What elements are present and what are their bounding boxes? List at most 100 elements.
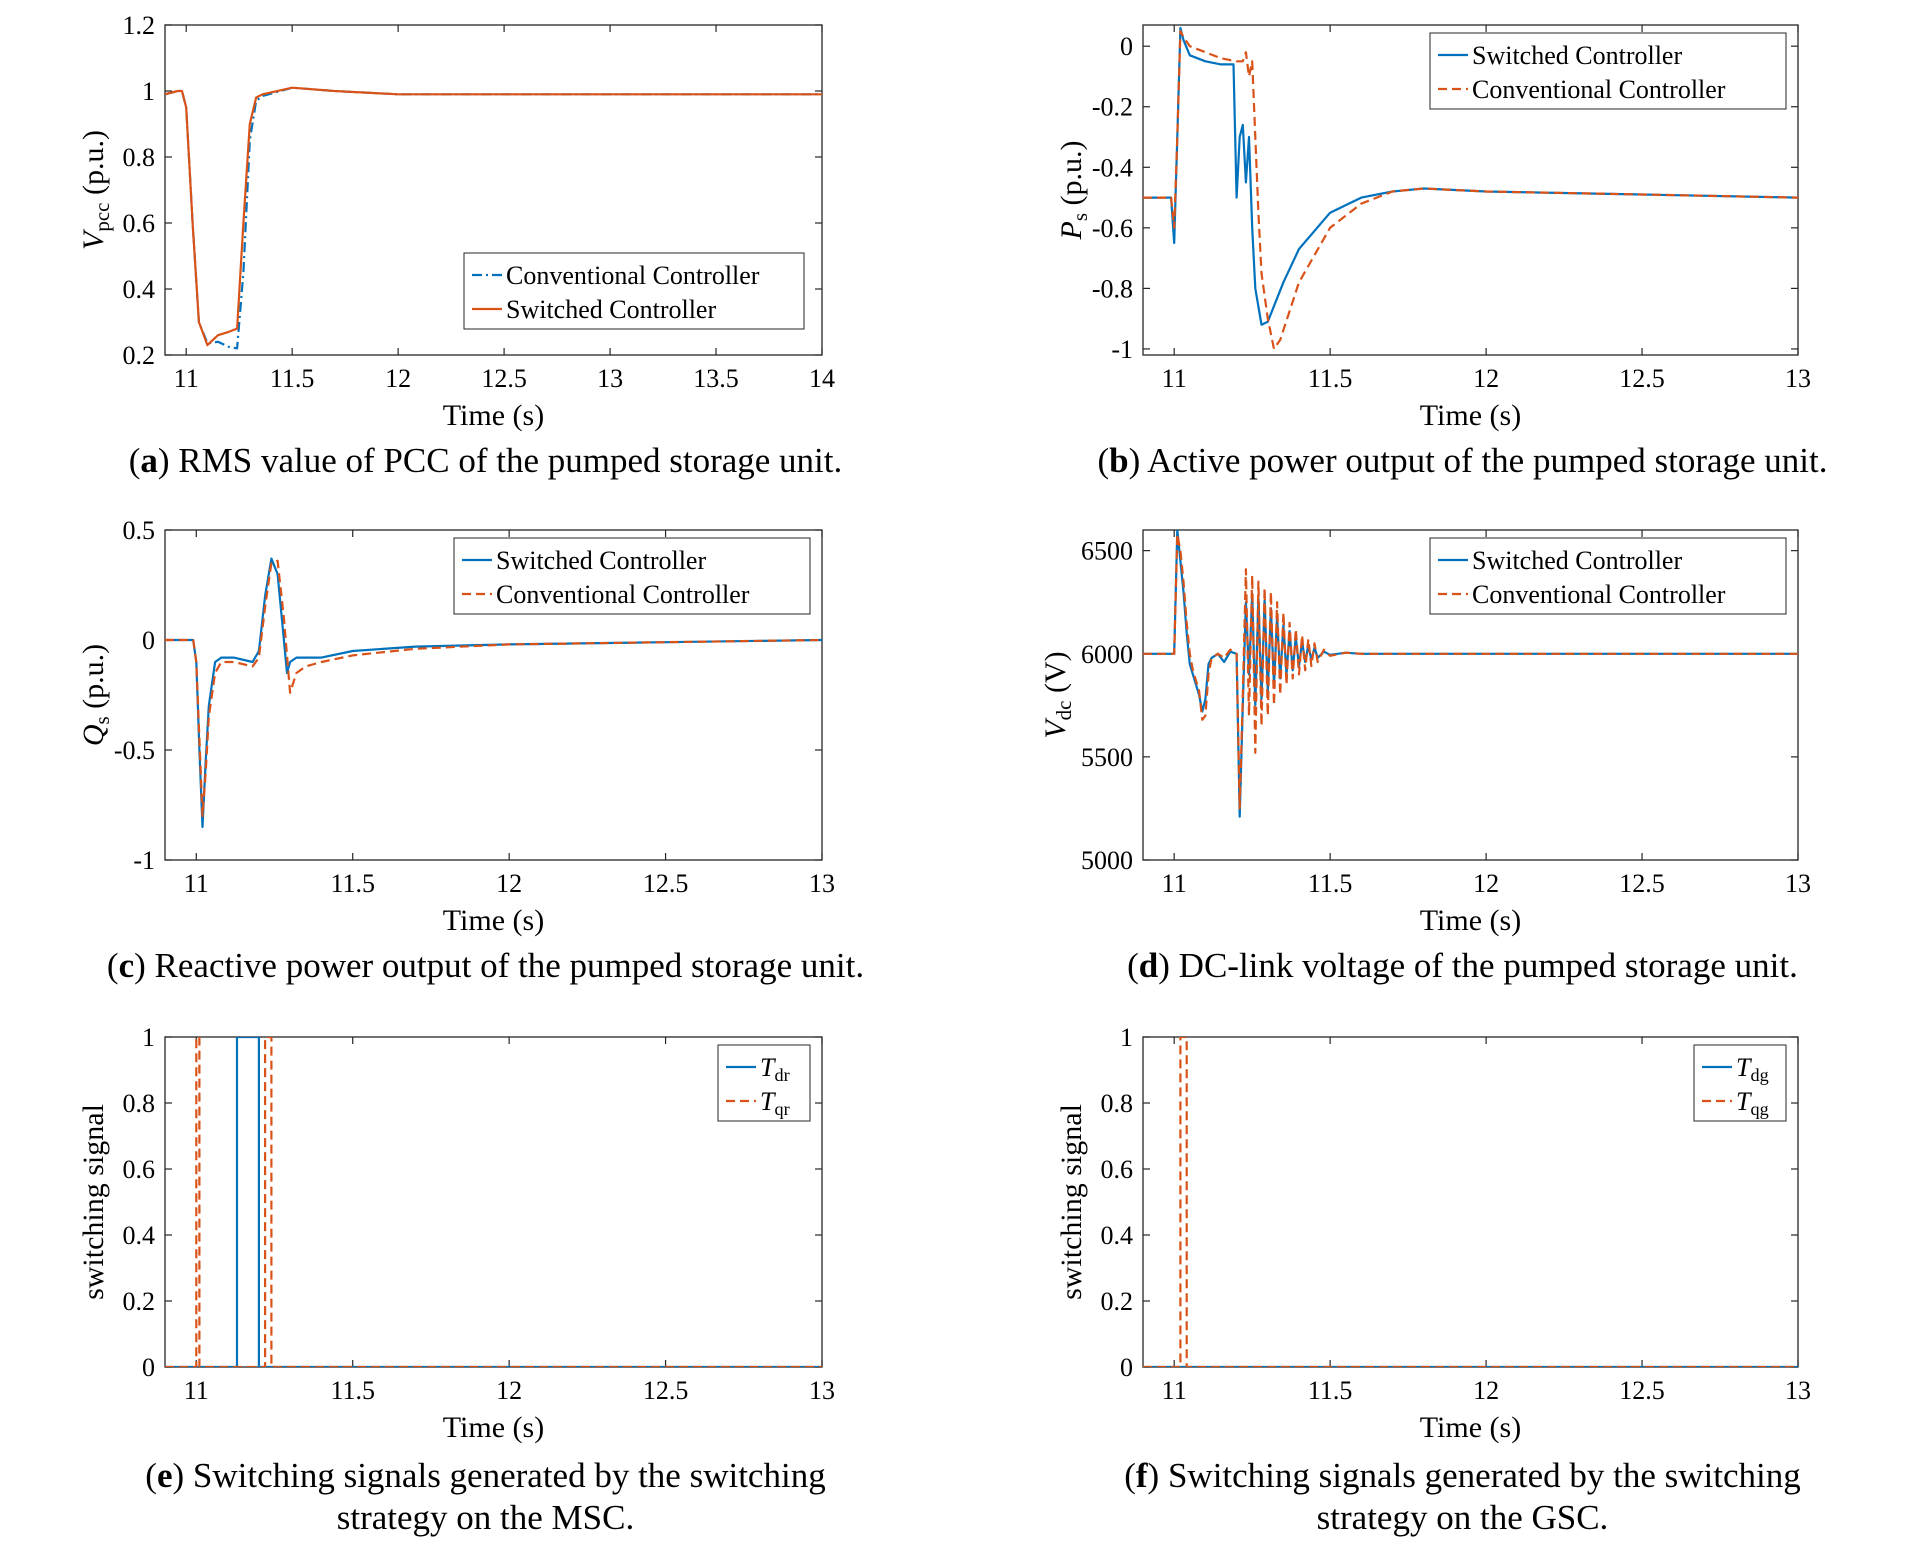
series-line-qr	[165, 1037, 822, 1367]
x-tick-label: 13.5	[693, 364, 739, 393]
y-axis-label: Vdc (V)	[1039, 651, 1076, 738]
x-tick-label: 14	[809, 364, 835, 393]
series-line-conventional-controller	[165, 559, 822, 818]
figure-caption-line2: strategy on the GSC.	[1317, 1498, 1609, 1537]
series-line-conventional-controller	[1143, 30, 1798, 350]
y-tick-label: 0.2	[123, 1287, 156, 1316]
x-axis-label: Time (s)	[1420, 904, 1521, 937]
figure-caption: (a) RMS value of PCC of the pumped stora…	[129, 441, 843, 480]
y-tick-label: 6500	[1081, 537, 1133, 566]
y-tick-label: 0.6	[123, 209, 156, 238]
x-tick-label: 12	[385, 364, 411, 393]
x-axis-label: Time (s)	[443, 399, 544, 432]
x-tick-label: 11.5	[1308, 1376, 1353, 1405]
x-tick-label: 12	[1473, 364, 1499, 393]
y-tick-label: 0.6	[1101, 1155, 1134, 1184]
x-axis-label: Time (s)	[1420, 1411, 1521, 1444]
figure-caption: (c) Reactive power output of the pumped …	[107, 946, 864, 985]
legend-entry: Conventional Controller	[1472, 75, 1726, 104]
figure-caption: (b) Active power output of the pumped st…	[1098, 441, 1828, 480]
y-axis-label: Qs (p.u.)	[77, 644, 114, 746]
y-tick-label: 0.8	[123, 1089, 156, 1118]
x-tick-label: 11	[174, 364, 199, 393]
legend-entry: Switched Controller	[506, 295, 716, 324]
x-tick-label: 11.5	[330, 869, 375, 898]
legend-entry: Conventional Controller	[1472, 580, 1726, 609]
y-tick-label: -0.8	[1092, 274, 1133, 303]
x-tick-label: 13	[1785, 1376, 1811, 1405]
y-tick-label: 1	[142, 77, 155, 106]
legend-entry: Tdg	[1736, 1053, 1769, 1085]
series-group	[1143, 26, 1798, 350]
x-tick-label: 12	[496, 869, 522, 898]
x-tick-label: 13	[809, 869, 835, 898]
y-tick-label: 5500	[1081, 743, 1133, 772]
y-tick-label: 0.2	[1101, 1287, 1134, 1316]
series-group	[165, 1037, 822, 1367]
x-tick-label: 11	[1162, 869, 1187, 898]
x-tick-label: 13	[1785, 869, 1811, 898]
x-axis-label: Time (s)	[443, 904, 544, 937]
legend: Switched Controller Conventional Controll…	[1429, 537, 1787, 615]
legend-entry: Tdr	[760, 1053, 790, 1085]
chart-panel-c: 11 11.5 12 12.5 13 -1 -0.5 0 0.5 Switched Control…	[77, 516, 864, 985]
y-tick-label: 1	[1120, 1023, 1133, 1052]
y-tick-label: -0.5	[114, 736, 155, 765]
y-axis-label: switching signal	[1055, 1104, 1088, 1300]
legend-entry: Tqr	[760, 1087, 790, 1119]
plot-area	[1142, 1036, 1799, 1368]
y-axis-label: Vpcc (p.u.)	[77, 130, 114, 250]
figure-caption: (e) Switching signals generated by the s…	[145, 1456, 825, 1495]
y-axis-label: switching signal	[77, 1104, 110, 1300]
x-tick-label: 12.5	[1619, 1376, 1665, 1405]
y-tick-label: 0	[1120, 32, 1133, 61]
y-tick-label: 0	[1120, 1353, 1133, 1382]
y-tick-label: 0.6	[123, 1155, 156, 1184]
x-tick-label: 11	[1162, 364, 1187, 393]
x-tick-label: 12	[1473, 1376, 1499, 1405]
x-tick-label: 12.5	[1619, 364, 1665, 393]
x-tick-label: 11	[184, 869, 209, 898]
y-tick-label: -0.2	[1092, 93, 1133, 122]
series-line-conventional-controller	[1143, 532, 1798, 810]
legend: Switched Controller Conventional Controll…	[453, 537, 811, 615]
y-tick-label: 6000	[1081, 640, 1133, 669]
x-tick-label: 12.5	[1619, 869, 1665, 898]
x-tick-label: 12	[496, 1376, 522, 1405]
chart-panel-b: 11 11.5 12 12.5 13 -1 -0.8 -0.6 -0.4 -0.2 0 Switche…	[1055, 24, 1828, 480]
y-tick-label: 5000	[1081, 846, 1133, 875]
series-line-switched-controller	[165, 557, 822, 829]
y-tick-label: 0	[142, 626, 155, 655]
x-axis-label: Time (s)	[1420, 399, 1521, 432]
legend-entry: Switched Controller	[496, 546, 706, 575]
legend-entry: Tqg	[1736, 1087, 1769, 1119]
plot-area	[164, 1036, 823, 1368]
figure-caption-line2: strategy on the MSC.	[337, 1498, 634, 1537]
y-tick-label: 0.4	[1101, 1221, 1134, 1250]
y-tick-label: -0.6	[1092, 214, 1133, 243]
y-tick-label: 0.2	[123, 341, 156, 370]
x-tick-label: 13	[809, 1376, 835, 1405]
y-tick-label: 0.4	[123, 275, 156, 304]
series-group	[165, 86, 822, 350]
y-tick-label: -0.4	[1092, 153, 1133, 182]
x-tick-label: 11.5	[1308, 364, 1353, 393]
legend-entry: Conventional Controller	[496, 580, 750, 609]
x-tick-label: 11.5	[1308, 869, 1353, 898]
y-tick-label: -1	[133, 846, 155, 875]
x-tick-label: 11	[184, 1376, 209, 1405]
y-tick-label: 1	[142, 1023, 155, 1052]
series-line-switched-controller	[165, 86, 822, 347]
y-tick-label: 0	[142, 1353, 155, 1382]
legend: Conventional Controller Switched Controll…	[463, 252, 805, 330]
x-tick-label: 11.5	[270, 364, 315, 393]
x-tick-label: 13	[1785, 364, 1811, 393]
y-tick-label: 0.4	[123, 1221, 156, 1250]
chart-panel-d: 11 11.5 12 12.5 13 5000 5500 6000 6500 Switched C…	[1039, 529, 1811, 985]
x-tick-label: 12.5	[643, 1376, 689, 1405]
